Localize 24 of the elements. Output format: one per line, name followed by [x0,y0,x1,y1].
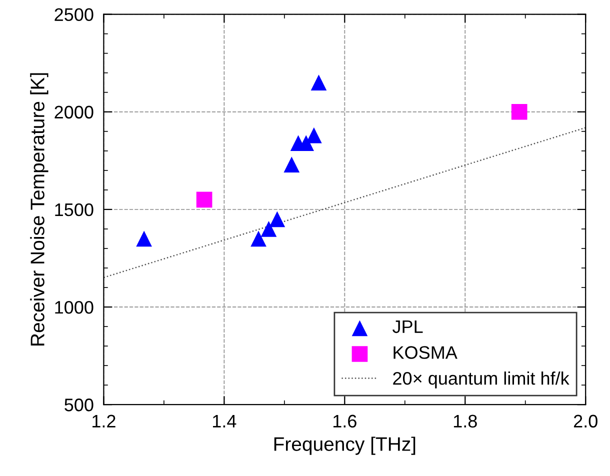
point [511,104,528,120]
point [260,221,277,237]
x-tick-label: 1.6 [333,414,356,428]
y-axis-title: Receiver Noise Temperature [K] [30,73,48,346]
legend-label: KOSMA [394,346,458,359]
y-tick-label: 1500 [55,203,94,216]
point [284,156,300,172]
x-tick-label: 1.8 [454,414,477,428]
point [136,230,152,247]
x-tick-label: 2.0 [574,414,598,428]
x-tick-label: 1.2 [92,414,116,428]
x-tick-label: 1.4 [213,414,236,428]
point [310,74,327,91]
y-tick-label: 2000 [54,106,94,119]
point [269,211,286,228]
y-tick-label: 2500 [54,8,94,21]
point [306,127,322,144]
point [196,192,212,208]
x-axis-title: Frequency [THz] [274,436,416,455]
legend-label: JPL [392,320,423,334]
legend-label: 20× quantum limit hf/k [393,372,570,388]
y-tick-label: 500 [64,398,94,412]
y-tick-label: 1000 [55,300,94,314]
point [250,230,266,247]
